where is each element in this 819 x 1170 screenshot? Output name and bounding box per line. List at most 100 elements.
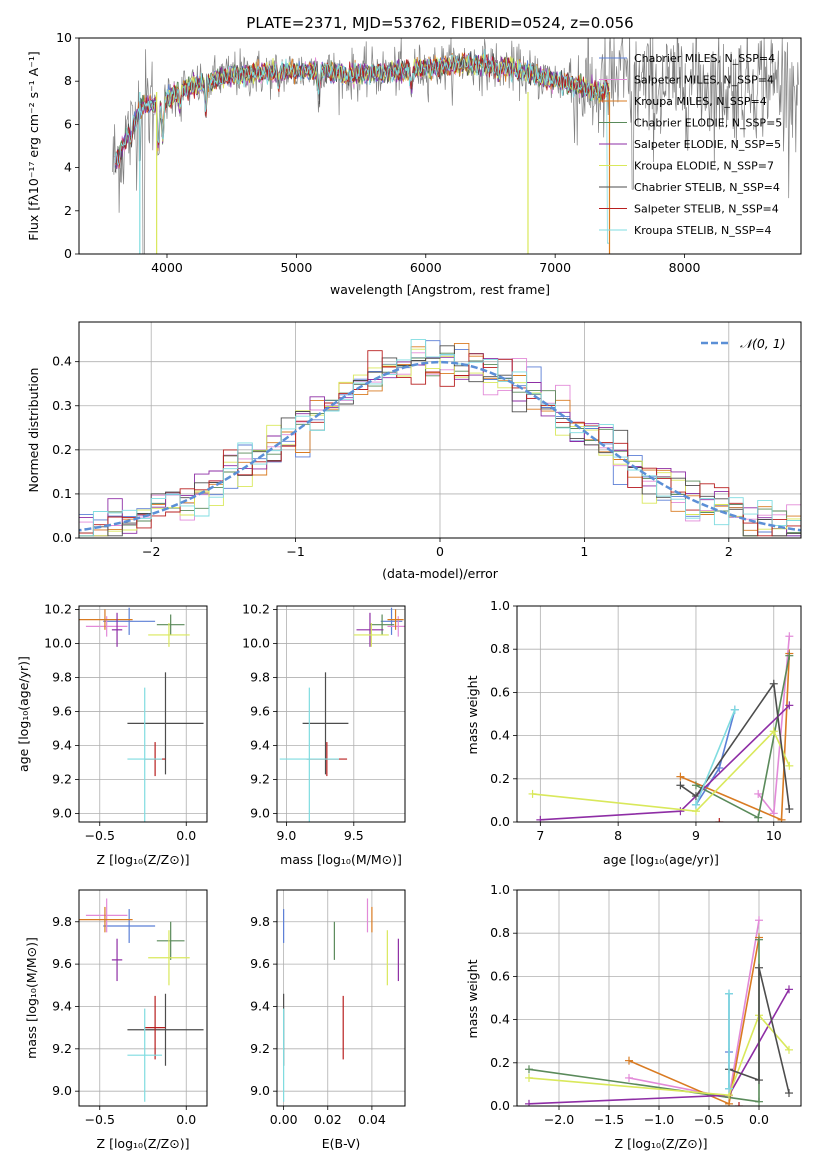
age-z-xlabel: Z [log₁₀(Z/Z⊙)]: [97, 852, 190, 867]
y-tick-label: 9.4: [250, 998, 270, 1013]
x-tick-label: −1.5: [594, 1112, 624, 1127]
y-tick-label: 0.8: [490, 641, 510, 656]
x-tick-label: −1: [286, 544, 304, 559]
y-tick-label: 8: [64, 73, 72, 88]
y-tick-label: 0.2: [52, 442, 72, 457]
legend-label-chabrier_miles: Chabrier MILES, N_SSP=4: [634, 52, 775, 65]
residual-panel: −2 −1 0 1 2 0.0 0.1 0.2 0.3 0.4 𝒩(0, 1) (data-mod…: [26, 321, 802, 581]
panel-data: [283, 898, 399, 1102]
legend-label-chabrier_stelib: Chabrier STELIB, N_SSP=4: [634, 181, 780, 194]
x-tick-label: 2: [725, 544, 733, 559]
panel-data: [525, 916, 793, 1106]
legend-label-kroupa_stelib: Kroupa STELIB, N_SSP=4: [634, 224, 772, 237]
x-tick-label: 9: [692, 828, 700, 843]
panel-data: [528, 632, 794, 822]
weight-line-chabrier_stelib: [679, 681, 791, 810]
x-tick-label: 10: [766, 828, 782, 843]
x-tick-label: 7: [536, 828, 544, 843]
normal-curve: [79, 360, 801, 532]
y-tick-label: 9.0: [250, 1083, 270, 1098]
y-tick-label: 0.0: [490, 1098, 510, 1113]
panel-data: [279, 607, 405, 822]
y-tick-label: 1.0: [490, 598, 510, 613]
x-tick-label: 0: [436, 544, 444, 559]
spectrum-legend: Chabrier MILES, N_SSP=4 Salpeter MILES, N…: [599, 52, 782, 237]
y-tick-label: 9.0: [52, 805, 72, 820]
panel-axes-frame: [516, 605, 802, 823]
x-tick-label: 0.02: [314, 1112, 342, 1127]
legend-label-salpeter_miles: Salpeter MILES, N_SSP=4: [634, 74, 774, 87]
panel-data: [79, 607, 204, 822]
panel-massweight_vs_Z: −2.0 −1.5 −1.0 −0.5 0.0 0.0 0.2 0.4 0.6 0.8 1.0: [490, 882, 802, 1127]
x-tick-label: 6000: [410, 260, 442, 275]
mw-age-ylabel: mass weight: [465, 675, 480, 754]
panel-data: [79, 898, 204, 1102]
spectrum-panel: 4000 5000 6000 7000 8000 0 2 4 6 8 10 Chabrier MIL…: [26, 30, 802, 297]
residual-ylabel: Normed distribution: [26, 368, 41, 493]
y-tick-label: 1.0: [490, 882, 510, 897]
y-tick-label: 9.6: [250, 956, 270, 971]
model-spectrum-line-kroupa_stelib: [114, 49, 609, 244]
panel-ticks: −0.5 0.0 9.0 9.2 9.4 9.6 9.8: [52, 914, 196, 1127]
y-tick-label: 9.6: [250, 703, 270, 718]
y-tick-label: 4: [64, 160, 72, 175]
age-z-ylabel: age [log₁₀(age/yr)]: [16, 656, 31, 772]
legend-label-salpeter_elodie: Salpeter ELODIE, N_SSP=5: [634, 138, 781, 151]
x-tick-label: 0.0: [176, 1112, 196, 1127]
legend-label-kroupa_elodie: Kroupa ELODIE, N_SSP=7: [634, 160, 774, 173]
spectrum-lines: [112, 38, 799, 254]
panel-axes-frame: [516, 889, 802, 1107]
mass-z-ylabel: mass [log₁₀(M/M⊙)]: [24, 937, 39, 1059]
x-tick-label: −0.5: [694, 1112, 724, 1127]
y-tick-label: 9.2: [250, 1041, 270, 1056]
x-tick-label: −0.5: [85, 828, 115, 843]
panel-ticks: 0.00 0.02 0.04 9.0 9.2 9.4 9.6 9.8: [250, 914, 386, 1127]
y-tick-label: 0.4: [52, 354, 72, 369]
mw-z-xlabel: Z [log₁₀(Z/Z⊙)]: [615, 1136, 708, 1151]
y-tick-label: 0.4: [490, 1012, 510, 1027]
x-tick-label: 4000: [151, 260, 183, 275]
x-tick-label: 1: [580, 544, 588, 559]
panel-ticks: 7 8 9 10 0.0 0.2 0.4 0.6 0.8 1.0: [490, 598, 782, 843]
y-tick-label: 0.6: [490, 968, 510, 983]
spectrum-xlabel: wavelength [Angstrom, rest frame]: [330, 282, 550, 297]
spectrum-ticks: 4000 5000 6000 7000 8000 0 2 4 6 8 10: [56, 30, 700, 275]
mw-z-ylabel: mass weight: [465, 959, 480, 1038]
spectrum-ylabel: Flux [fλ10⁻¹⁷ erg cm⁻² s⁻¹ A⁻¹]: [26, 51, 41, 240]
x-tick-label: 0.0: [176, 828, 196, 843]
figure-title: PLATE=2371, MJD=53762, FIBERID=0524, z=0…: [246, 14, 633, 32]
panel-mass_vs_Z: −0.5 0.0 9.0 9.2 9.4 9.6 9.8: [52, 889, 208, 1127]
y-tick-label: 9.8: [250, 914, 270, 929]
y-tick-label: 9.4: [52, 998, 72, 1013]
y-tick-label: 9.0: [52, 1083, 72, 1098]
parameter-panels: −0.5 0.09.09.29.49.69.810.010.29.0 9.59.09…: [44, 598, 802, 1127]
panel-axes-frame: [78, 605, 208, 823]
y-tick-label: 9.2: [250, 771, 270, 786]
x-tick-label: −0.5: [85, 1112, 115, 1127]
y-tick-label: 0.8: [490, 925, 510, 940]
y-tick-label: 10: [56, 30, 72, 45]
y-tick-label: 0.0: [490, 814, 510, 829]
panel-axes-frame: [276, 605, 406, 823]
residual-histogram-kroupa_stelib: [79, 339, 801, 537]
x-tick-label: 8: [614, 828, 622, 843]
y-tick-label: 0.4: [490, 728, 510, 743]
y-tick-label: 9.6: [52, 703, 72, 718]
y-tick-label: 2: [64, 203, 72, 218]
x-tick-label: 9.0: [276, 828, 296, 843]
x-tick-label: 0.00: [270, 1112, 298, 1127]
panel-age_vs_mass: 9.0 9.5 9.0 9.2 9.4 9.6 9.8 10.0 10.2: [242, 601, 406, 843]
y-tick-label: 9.8: [52, 669, 72, 684]
normal-legend-label: 𝒩(0, 1): [740, 336, 786, 351]
legend-label-kroupa_miles: Kroupa MILES, N_SSP=4: [634, 95, 767, 108]
spectrum-axes-frame: [78, 37, 802, 255]
mass-ebv-xlabel: E(B-V): [322, 1136, 361, 1151]
y-tick-label: 0.3: [52, 398, 72, 413]
panel-ticks: −0.5 0.0 9.0 9.2 9.4 9.6 9.8 10.0 10.2: [44, 601, 196, 843]
y-tick-label: 9.2: [52, 771, 72, 786]
x-tick-label: 0.04: [358, 1112, 386, 1127]
y-tick-label: 10.2: [44, 601, 72, 616]
panel-massweight_vs_age: 7 8 9 10 0.0 0.2 0.4 0.6 0.8 1.0: [490, 598, 802, 843]
